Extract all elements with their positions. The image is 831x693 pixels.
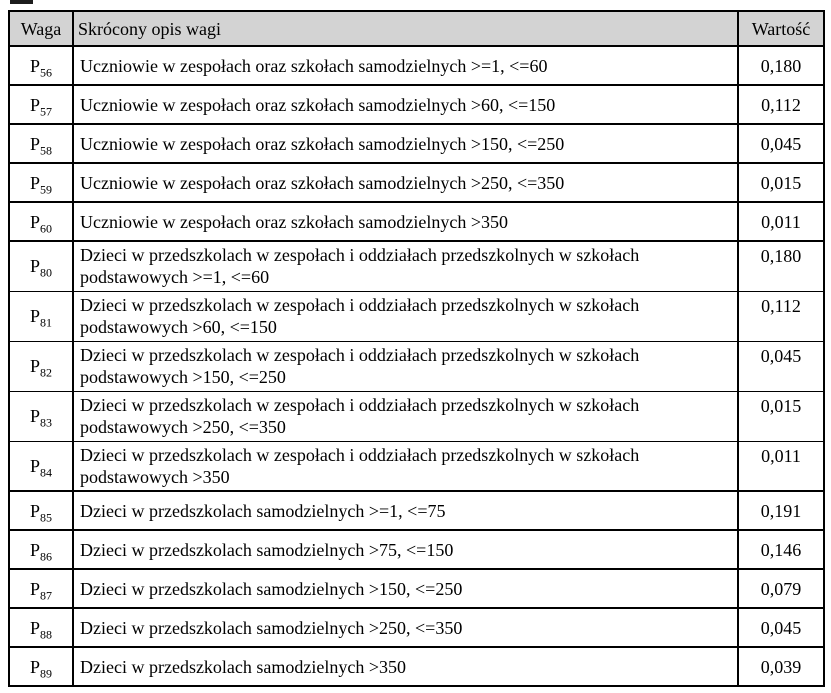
weight-subscript: 58 <box>40 143 52 158</box>
weight-subscript: 89 <box>40 666 52 681</box>
weight-value: 0,011 <box>737 201 825 242</box>
weight-id-cell: P86 <box>8 529 74 570</box>
weight-value: 0,045 <box>737 607 825 648</box>
table-row-p59: P59 Uczniowie w zespołach oraz szkołach … <box>8 162 825 203</box>
weight-id-cell: P56 <box>8 45 74 86</box>
weight-value: 0,180 <box>737 45 825 86</box>
header-description: Skrócony opis wagi <box>72 10 739 47</box>
weight-id-cell: P85 <box>8 490 74 531</box>
weight-symbol: P <box>29 406 40 426</box>
weight-value: 0,112 <box>737 84 825 125</box>
weight-subscript: 82 <box>40 365 52 380</box>
weight-symbol: P <box>29 455 40 476</box>
weight-id-cell: P80 <box>8 240 74 292</box>
weight-description: Uczniowie w zespołach oraz szkołach samo… <box>72 162 739 203</box>
weight-subscript: 88 <box>40 627 52 642</box>
weight-value: 0,146 <box>737 529 825 570</box>
table-row-p85: P85 Dzieci w przedszkolach samodzielnych… <box>8 490 825 531</box>
weight-id-cell: P57 <box>8 84 74 125</box>
weight-description: Dzieci w przedszkolach samodzielnych >15… <box>72 568 739 609</box>
weight-description: Dzieci w przedszkolach samodzielnych >25… <box>72 607 739 648</box>
weight-id-cell: P83 <box>8 390 74 442</box>
weights-table: Waga Skrócony opis wagi Wartość P56 Uczn… <box>8 10 825 687</box>
weight-value: 0,039 <box>737 646 825 687</box>
weight-symbol: P <box>29 172 40 193</box>
weight-subscript: 84 <box>40 465 52 480</box>
weight-subscript: 80 <box>40 265 52 280</box>
weight-description: Dzieci w przedszkolach samodzielnych >35… <box>72 646 739 687</box>
weight-description: Dzieci w przedszkolach samodzielnych >=1… <box>72 490 739 531</box>
weight-symbol: P <box>29 656 40 677</box>
table-row-p84: P84 Dzieci w przedszkolach w zespołach i… <box>8 440 825 492</box>
weight-description: Dzieci w przedszkolach w zespołach i odd… <box>72 290 739 342</box>
weight-value: 0,011 <box>737 440 825 492</box>
weight-id-cell: P87 <box>8 568 74 609</box>
weight-symbol: P <box>29 578 40 599</box>
weight-symbol: P <box>29 133 40 154</box>
table-row-p81: P81 Dzieci w przedszkolach w zespołach i… <box>8 290 825 342</box>
weight-id-cell: P81 <box>8 290 74 342</box>
weight-id-cell: P60 <box>8 201 74 242</box>
table-row-p88: P88 Dzieci w przedszkolach samodzielnych… <box>8 607 825 648</box>
weight-subscript: 83 <box>40 415 52 430</box>
weight-description: Dzieci w przedszkolach w zespołach i odd… <box>72 240 739 292</box>
header-wartosc: Wartość <box>737 10 825 47</box>
weight-value: 0,015 <box>737 162 825 203</box>
weight-description: Dzieci w przedszkolach w zespołach i odd… <box>72 390 739 442</box>
weight-symbol: P <box>29 539 40 560</box>
weight-description: Uczniowie w zespołach oraz szkołach samo… <box>72 123 739 164</box>
weight-symbol: P <box>29 306 40 326</box>
weight-subscript: 57 <box>40 104 52 119</box>
table-row-p60: P60 Uczniowie w zespołach oraz szkołach … <box>8 201 825 242</box>
weight-description: Uczniowie w zespołach oraz szkołach samo… <box>72 201 739 242</box>
table-row-p58: P58 Uczniowie w zespołach oraz szkołach … <box>8 123 825 164</box>
header-waga: Waga <box>8 10 74 47</box>
weight-symbol: P <box>29 500 40 521</box>
table-row-p87: P87 Dzieci w przedszkolach samodzielnych… <box>8 568 825 609</box>
table-row-p56: P56 Uczniowie w zespołach oraz szkołach … <box>8 45 825 86</box>
table-row-p57: P57 Uczniowie w zespołach oraz szkołach … <box>8 84 825 125</box>
weight-symbol: P <box>29 211 40 232</box>
weight-id-cell: P89 <box>8 646 74 687</box>
table-row-p89: P89 Dzieci w przedszkolach samodzielnych… <box>8 646 825 687</box>
weight-description: Dzieci w przedszkolach samodzielnych >75… <box>72 529 739 570</box>
weight-value: 0,045 <box>737 340 825 392</box>
weight-value: 0,015 <box>737 390 825 442</box>
table-row-p80: P80 Dzieci w przedszkolach w zespołach i… <box>8 240 825 292</box>
weight-subscript: 86 <box>40 549 52 564</box>
weight-id-cell: P58 <box>8 123 74 164</box>
scan-artifact <box>10 0 33 4</box>
weight-value: 0,045 <box>737 123 825 164</box>
weight-id-cell: P84 <box>8 440 74 492</box>
weight-value: 0,191 <box>737 490 825 531</box>
weight-id-cell: P59 <box>8 162 74 203</box>
weight-symbol: P <box>29 94 40 115</box>
table-header-row: Waga Skrócony opis wagi Wartość <box>8 10 825 47</box>
weight-symbol: P <box>29 256 40 277</box>
weight-value: 0,079 <box>737 568 825 609</box>
weight-subscript: 87 <box>40 588 52 603</box>
weight-subscript: 85 <box>40 510 52 525</box>
table-row-p83: P83 Dzieci w przedszkolach w zespołach i… <box>8 390 825 442</box>
weight-id-cell: P88 <box>8 607 74 648</box>
table-row-p82: P82 Dzieci w przedszkolach w zespołach i… <box>8 340 825 392</box>
weight-value: 0,112 <box>737 290 825 342</box>
weight-symbol: P <box>29 55 40 76</box>
table-row-p86: P86 Dzieci w przedszkolach samodzielnych… <box>8 529 825 570</box>
weight-subscript: 56 <box>40 65 52 80</box>
weight-description: Dzieci w przedszkolach w zespołach i odd… <box>72 440 739 492</box>
weight-symbol: P <box>29 617 40 638</box>
weight-description: Uczniowie w zespołach oraz szkołach samo… <box>72 45 739 86</box>
weight-value: 0,180 <box>737 240 825 292</box>
weight-description: Uczniowie w zespołach oraz szkołach samo… <box>72 84 739 125</box>
weight-subscript: 81 <box>40 315 52 330</box>
weight-symbol: P <box>29 356 40 376</box>
weight-subscript: 59 <box>40 182 52 197</box>
weight-id-cell: P82 <box>8 340 74 392</box>
weight-subscript: 60 <box>40 221 52 236</box>
weight-description: Dzieci w przedszkolach w zespołach i odd… <box>72 340 739 392</box>
